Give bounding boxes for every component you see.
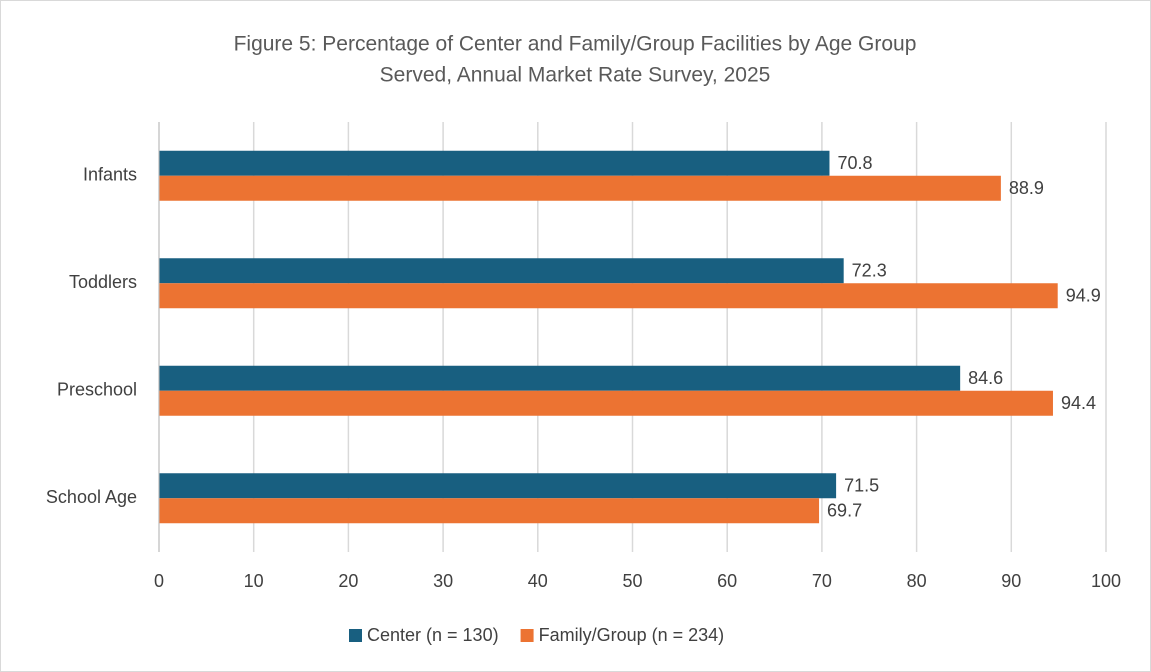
bar: [159, 175, 1001, 201]
y-tick-label: School Age: [46, 487, 137, 507]
y-tick-label: Toddlers: [69, 272, 137, 292]
x-tick-label: 10: [244, 571, 264, 591]
legend-label: Center (n = 130): [367, 625, 499, 645]
bar: [159, 473, 837, 499]
chart-title: Served, Annual Market Rate Survey, 2025: [380, 64, 771, 87]
y-tick-label: Infants: [83, 165, 137, 185]
data-label: 72.3: [852, 261, 887, 281]
x-tick-label: 40: [528, 571, 548, 591]
x-tick-label: 90: [1001, 571, 1021, 591]
y-tick-label: Preschool: [57, 380, 137, 400]
x-tick-label: 100: [1091, 571, 1121, 591]
data-label: 84.6: [968, 368, 1003, 388]
x-tick-label: 20: [338, 571, 358, 591]
bar: [159, 150, 830, 176]
data-label: 94.9: [1066, 286, 1101, 306]
x-tick-label: 70: [812, 571, 832, 591]
x-tick-label: 80: [907, 571, 927, 591]
chart-title: Figure 5: Percentage of Center and Famil…: [234, 33, 917, 56]
legend-label: Family/Group (n = 234): [539, 625, 725, 645]
legend-swatch: [349, 629, 362, 642]
bar: [159, 258, 844, 284]
bar: [159, 365, 961, 391]
bar: [159, 283, 1058, 309]
x-tick-label: 0: [154, 571, 164, 591]
data-label: 70.8: [837, 153, 872, 173]
data-label: 94.4: [1061, 393, 1096, 413]
bar: [159, 498, 820, 524]
data-label: 88.9: [1009, 178, 1044, 198]
legend-swatch: [520, 629, 534, 642]
x-tick-label: 60: [717, 571, 737, 591]
x-tick-label: 50: [622, 571, 642, 591]
x-tick-label: 30: [433, 571, 453, 591]
bar: [159, 390, 1053, 416]
data-label: 69.7: [827, 501, 862, 521]
data-label: 71.5: [844, 476, 879, 496]
